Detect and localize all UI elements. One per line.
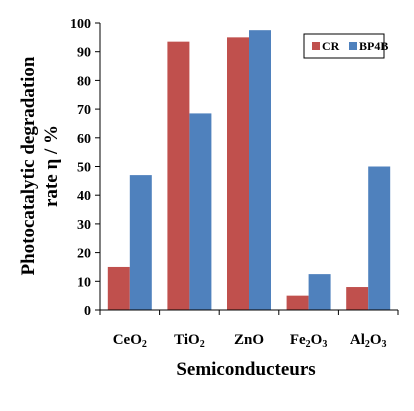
x-ticks: CeO2 TiO2 ZnO Fe2O3 Al2O3 [99, 310, 399, 350]
bars-layer [107, 30, 391, 311]
bar-bp4b-fe2o3 [308, 274, 331, 310]
x-tick-label-fe2o3: Fe2O3 [290, 332, 328, 350]
legend-swatch-cr [312, 42, 320, 50]
y-axis-title: Photocatalytic degradation rate η / % [18, 56, 62, 275]
bar-bp4b-al2o3 [368, 166, 391, 310]
y-ticks: 0 10 20 30 40 50 60 70 80 90 100 [70, 17, 100, 319]
x-axis-title: Semiconducteurs [176, 359, 315, 380]
legend-swatch-bp4b [349, 42, 357, 50]
x-tick-label-ceo2: CeO2 [113, 332, 147, 350]
legend-label-bp4b: BP4B [359, 39, 388, 53]
y-tick-label: 70 [77, 103, 91, 118]
y-axis-title-line2: rate η / % [41, 125, 62, 207]
legend: CR BP4B [303, 33, 388, 59]
y-tick-label: 30 [77, 218, 91, 233]
bar-bp4b-ceo2 [129, 175, 152, 310]
x-tick-label-zno: ZnO [234, 332, 264, 348]
legend-label-cr: CR [322, 39, 340, 53]
y-tick-label: 20 [77, 247, 91, 262]
y-tick-label: 0 [84, 304, 91, 319]
x-tick-label-al2o3: Al2O3 [350, 332, 387, 350]
bar-bp4b-tio2 [189, 113, 212, 310]
x-tick-label-tio2: TiO2 [174, 332, 205, 350]
bar-bp4b-zno [249, 30, 271, 311]
bar-cr-tio2 [167, 41, 190, 310]
y-tick-label: 40 [77, 189, 91, 204]
y-tick-label: 100 [70, 17, 91, 32]
y-axis-title-line1: Photocatalytic degradation [18, 56, 39, 275]
bar-cr-fe2o3 [286, 295, 309, 310]
bar-cr-al2o3 [346, 287, 369, 310]
bar-cr-zno [227, 37, 249, 310]
y-tick-label: 50 [77, 161, 91, 176]
y-tick-label: 90 [77, 46, 91, 61]
y-tick-label: 80 [77, 74, 91, 89]
bar-cr-ceo2 [107, 266, 130, 310]
y-tick-label: 10 [77, 275, 91, 290]
y-tick-label: 60 [77, 132, 91, 147]
